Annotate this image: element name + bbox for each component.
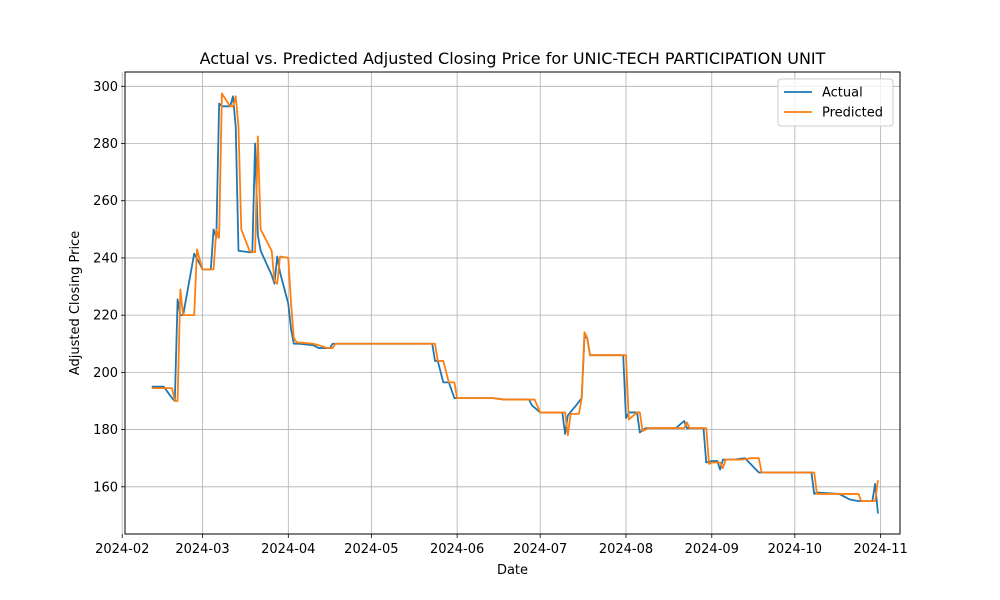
y-tick-label: 160 [93, 480, 118, 495]
x-tick-label: 2024-09 [685, 542, 739, 557]
y-tick-label: 200 [93, 366, 118, 381]
x-tick-label: 2024-05 [344, 542, 398, 557]
legend-label-predicted: Predicted [822, 106, 883, 121]
x-tick-label: 2024-08 [599, 542, 653, 557]
y-axis-label: Adjusted Closing Price [68, 231, 83, 375]
series-line-predicted [151, 92, 879, 503]
legend-label-actual: Actual [822, 86, 863, 101]
x-axis-label: Date [497, 563, 528, 578]
x-tick-label: 2024-11 [853, 542, 907, 557]
x-axis: 2024-02 2024-03 2024-04 2024-05 2024-06 2024-… [95, 534, 908, 557]
legend-box [777, 78, 894, 127]
series-layer [151, 92, 879, 514]
y-tick-label: 300 [93, 80, 118, 95]
x-tick-label: 2024-04 [261, 542, 315, 557]
chart-title: Actual vs. Predicted Adjusted Closing Pr… [200, 49, 826, 68]
y-tick-label: 260 [93, 194, 118, 209]
y-tick-label: 180 [93, 423, 118, 438]
plot-frame [124, 71, 901, 535]
x-tick-label: 2024-10 [768, 542, 822, 557]
y-tick-label: 280 [93, 137, 118, 152]
x-tick-label: 2024-03 [175, 542, 229, 557]
legend: Actual Predicted [777, 78, 894, 127]
x-tick-label: 2024-06 [430, 542, 484, 557]
x-tick-label: 2024-07 [513, 542, 567, 557]
y-tick-label: 240 [93, 251, 118, 266]
y-axis: 160 180 200 220 240 260 280 300 [93, 80, 125, 495]
y-tick-label: 220 [93, 309, 118, 324]
x-tick-label: 2024-02 [95, 542, 149, 557]
